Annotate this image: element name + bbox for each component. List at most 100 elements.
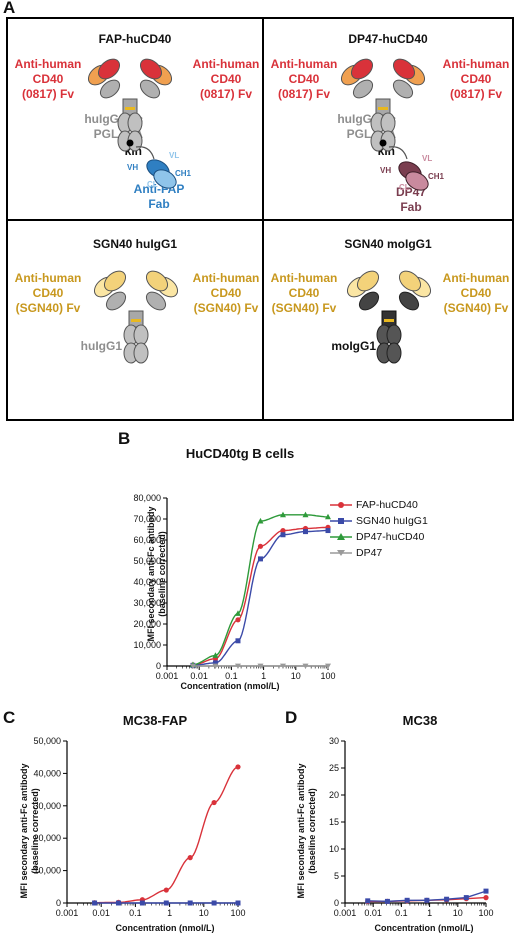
legend-label: DP47 [356,547,383,559]
panel-d-letter: D [285,708,298,727]
legend-item: DP47 [330,545,428,561]
data-point [235,764,241,770]
y-tick-label: 10 [329,844,339,854]
series-1 [92,900,241,906]
legend-item: FAP-huCD40 [330,497,428,513]
y-tick-label: 80,000 [133,493,161,503]
data-point [163,900,169,906]
y-tick-label: 20,000 [33,833,61,843]
data-point [212,660,218,666]
x-tick-label: 1 [261,671,266,681]
y-tick-label: 30,000 [33,801,61,811]
data-point [235,638,241,644]
data-point [212,652,219,658]
left-fv-label: Anti-human CD40 (SGN40) Fv [270,271,338,315]
chart-c: 0 10,000 20,000 30,000 40,000 50,000 0.001 0.01… [33,736,245,918]
x-tick-label: 0.01 [92,908,110,918]
series-3 [189,663,331,669]
chart-c-title: MC38-FAP [122,713,188,728]
data-point [280,532,286,538]
box-title: FAP-huCD40 [98,32,172,46]
domain-cl: CL [147,180,158,189]
y-tick-label: 10,000 [133,640,161,650]
box-sgn40-moigg1: SGN40 moIgG1 Anti-human CD40 (SGN40) Fv … [262,219,514,421]
data-point [365,898,371,904]
x-tick-label: 0.1 [129,908,142,918]
left-fv-label: Anti-human CD40 (SGN40) Fv [14,271,82,315]
data-point [384,898,390,904]
chart-b-xlabel: Concentration (nmol/L) [180,681,280,691]
x-tick-label: 0.01 [190,671,208,681]
data-point [302,511,309,518]
data-point [212,663,219,669]
x-tick-label: 0.1 [225,671,238,681]
x-tick-label: 10 [199,908,209,918]
data-point [235,617,241,623]
y-tick-label: 40,000 [33,768,61,778]
y-tick-label: 0 [156,661,161,671]
left-fv-label: Anti-human CD40 (0817) Fv [270,57,338,101]
y-tick-label: 20,000 [133,619,161,629]
sgn40-huigg1-antibody-diagram [93,270,179,364]
series-0 [91,764,241,906]
series-0 [190,524,331,668]
data-point [325,663,331,669]
series-line [94,766,239,904]
data-point [257,543,264,549]
x-tick-label: 0.1 [395,908,408,918]
box-title: DP47-huCD40 [348,32,428,46]
chart-d-title: MC38 [402,713,438,728]
data-point [257,517,264,524]
fc-label: moIgG1 [331,339,376,353]
x-tick-label: 1 [167,908,172,918]
x-tick-label: 100 [478,908,493,918]
x-tick-label: 0.001 [156,671,179,681]
data-point [189,663,196,669]
chart-d: 0 5 10 15 20 25 30 0.001 0.01 0.1 1 10 100 [329,736,494,918]
domain-vl: VL [169,151,180,160]
sgn40-moigg1-antibody-diagram [346,270,432,364]
data-point [234,610,241,616]
data-point [163,887,169,893]
domain-cl: CL [399,183,410,192]
data-point [279,663,286,669]
data-point [325,513,331,520]
box-sgn40-huigg1: SGN40 huIgG1 Anti-human CD40 (SGN40) Fv … [6,219,264,421]
series-1 [365,888,489,904]
x-tick-label: 10 [453,908,463,918]
data-point [280,527,286,534]
data-point [257,663,264,669]
legend-item: SGN40 huIgG1 [330,513,428,529]
series-1 [190,528,331,668]
y-tick-label: 30,000 [133,598,161,608]
y-tick-label: 20 [329,790,339,800]
y-tick-label: 30 [329,736,339,746]
y-tick-label: 70,000 [133,514,161,524]
y-tick-label: 5 [334,871,339,881]
data-point [483,895,489,901]
x-tick-label: 100 [230,908,245,918]
data-point [325,528,331,534]
legend-swatch-gray [330,550,352,556]
x-tick-label: 100 [320,671,335,681]
data-point [139,900,145,906]
fap-hucd40-antibody-diagram [87,58,177,189]
series-line [192,529,329,667]
domain-vl: VL [422,154,433,163]
data-point [444,896,450,902]
left-fv-label: Anti-human CD40 (0817) Fv [14,57,82,101]
x-tick-label: 0.01 [364,908,382,918]
legend-swatch-red [330,502,352,508]
chart-b-title: HuCD40tg B cells [185,446,295,461]
data-point [463,895,469,901]
chart-b-legend: FAP-huCD40 SGN40 huIgG1 DP47-huCD40 DP47 [330,497,428,561]
x-tick-label: 0.001 [56,908,79,918]
data-point [302,529,308,535]
chart-c-xlabel: Concentration (nmol/L) [115,923,215,933]
panel-b-letter: B [118,429,131,448]
box-title: SGN40 huIgG1 [92,237,178,251]
x-tick-label: 10 [291,671,301,681]
chart-d-xlabel: Concentration (nmol/L) [374,923,474,933]
domain-ch1: CH1 [428,172,445,181]
y-tick-label: 60,000 [133,535,161,545]
